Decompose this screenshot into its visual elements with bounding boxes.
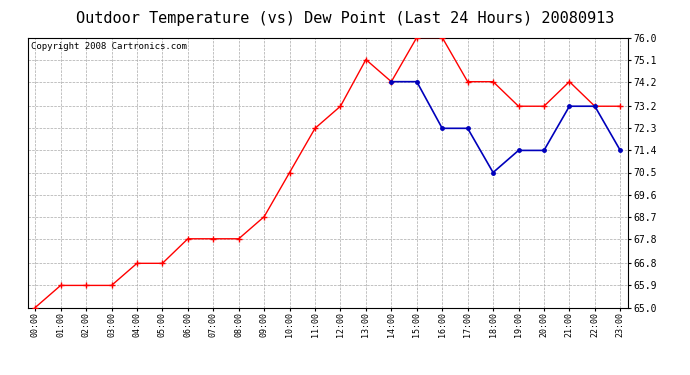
- Text: Outdoor Temperature (vs) Dew Point (Last 24 Hours) 20080913: Outdoor Temperature (vs) Dew Point (Last…: [76, 11, 614, 26]
- Text: Copyright 2008 Cartronics.com: Copyright 2008 Cartronics.com: [30, 42, 186, 51]
